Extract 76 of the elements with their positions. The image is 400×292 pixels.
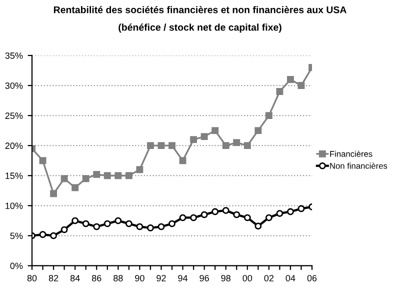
point [233, 139, 240, 146]
x-tick-label: 90 [135, 274, 144, 282]
point [146, 142, 154, 150]
point [244, 142, 251, 150]
legend-label: Financières [330, 150, 372, 157]
point [93, 170, 100, 178]
point [244, 214, 251, 222]
point [82, 175, 90, 182]
point [179, 214, 186, 222]
point [72, 217, 79, 224]
y-tick-label: 20% [5, 142, 23, 149]
point [104, 172, 111, 180]
x-tick-label: 94 [178, 274, 188, 282]
x-tick-label: 02 [264, 274, 274, 282]
point [50, 190, 58, 198]
point [93, 223, 100, 230]
y-tick-label: 15% [6, 172, 23, 179]
y-tick-label: 0% [10, 262, 23, 270]
point [72, 184, 79, 192]
y-tick-label: 10% [6, 202, 23, 210]
y-tick-label: 30% [5, 82, 23, 89]
point [146, 224, 154, 232]
point [200, 211, 208, 218]
point [286, 208, 294, 216]
point [233, 211, 240, 218]
point [136, 223, 144, 230]
point [179, 157, 186, 164]
x-tick-label: 00 [242, 274, 252, 282]
x-tick-label: 92 [156, 274, 166, 282]
point [60, 226, 68, 234]
point [298, 205, 305, 212]
point [114, 172, 122, 180]
point [298, 82, 305, 89]
x-tick-label: 98 [221, 274, 230, 282]
x-tick-label: 80 [27, 274, 37, 282]
point [50, 232, 58, 240]
point [82, 220, 90, 228]
x-tick-label: 82 [48, 274, 58, 282]
point [212, 208, 219, 216]
point [39, 157, 46, 164]
x-tick-label: 88 [114, 274, 123, 282]
chart-title: Rentabilité des sociétés financières et non financières aux USA [54, 6, 346, 14]
point [168, 220, 176, 228]
point [168, 142, 176, 150]
point [254, 127, 262, 134]
point [276, 88, 284, 95]
point [190, 214, 198, 222]
point [265, 112, 272, 120]
point [286, 76, 294, 83]
point [212, 127, 219, 134]
x-tick-label: 84 [70, 274, 80, 282]
point [190, 136, 198, 144]
point [125, 172, 132, 180]
x-tick-label: 04 [286, 274, 296, 282]
x-tick-label: 06 [307, 274, 317, 282]
x-tick-label: 86 [92, 274, 102, 282]
legend-label: Non financières [330, 162, 388, 169]
y-tick-label: 35% [5, 52, 23, 59]
point [158, 142, 165, 150]
point [222, 206, 230, 214]
point [60, 175, 68, 182]
x-tick-label: 96 [200, 274, 209, 282]
point [276, 210, 284, 217]
point [39, 231, 46, 238]
point [136, 166, 144, 174]
point [222, 142, 230, 150]
point [158, 223, 165, 230]
point [265, 214, 272, 222]
point [125, 220, 132, 228]
y-tick-label: 5% [10, 232, 23, 240]
chart-subtitle: (bénéfice / stock net de capital fixe) [118, 24, 282, 33]
point [104, 220, 111, 228]
point [114, 217, 122, 224]
point [200, 133, 208, 140]
y-tick-label: 25% [5, 112, 23, 119]
point [254, 222, 262, 230]
